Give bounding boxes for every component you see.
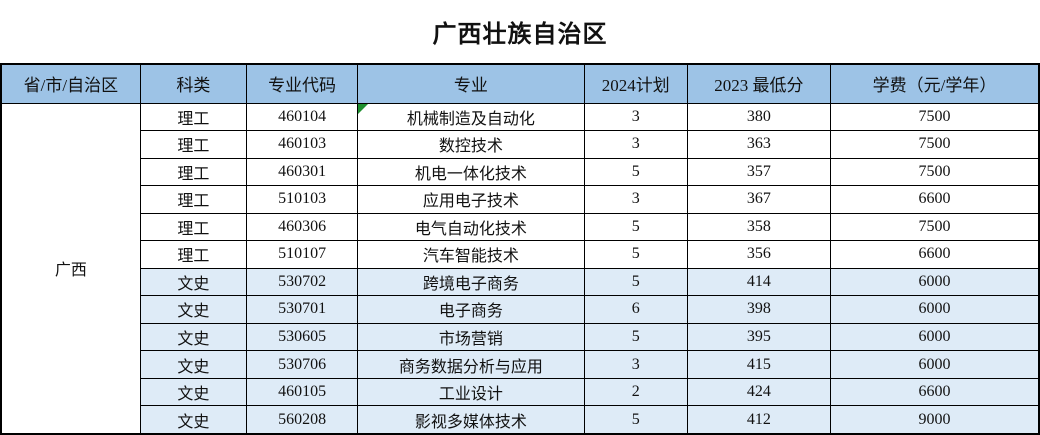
table-row: 广西 理工 460104 机械制造及自动化 3 380 7500 [0, 102, 1040, 435]
col-header-major: 专业 [357, 63, 585, 104]
tuition-cell: 6600 [830, 185, 1040, 214]
tuition-cell: 6600 [830, 240, 1040, 269]
plan-cell: 5 [583, 405, 688, 435]
major-cell: 影视多媒体技术 [357, 405, 585, 435]
major-cell: 机械制造及自动化 [357, 102, 585, 132]
min-score-cell: 367 [686, 185, 832, 214]
min-score-cell: 414 [686, 267, 832, 297]
table-row: 文史 530702 跨境电子商务 5 414 6000 [1, 267, 1040, 297]
category-cell: 理工 [139, 212, 247, 242]
plan-cell: 2 [583, 377, 688, 407]
col-header-category: 科类 [139, 63, 247, 104]
category-cell: 文史 [139, 405, 247, 435]
major-cell: 跨境电子商务 [357, 267, 585, 297]
category-cell: 理工 [139, 185, 247, 214]
tuition-cell: 6000 [830, 267, 1040, 297]
col-header-code: 专业代码 [245, 63, 359, 104]
table-row: 理工 510103 应用电子技术 3 367 6600 [1, 185, 1040, 214]
min-score-cell: 356 [686, 240, 832, 269]
major-text: 机械制造及自动化 [406, 110, 535, 128]
tuition-cell: 6000 [830, 350, 1040, 379]
major-cell: 电气自动化技术 [357, 212, 585, 242]
plan-cell: 5 [583, 157, 688, 187]
code-cell: 530702 [245, 267, 359, 297]
min-score-cell: 424 [686, 377, 832, 407]
major-cell: 工业设计 [357, 377, 585, 407]
plan-cell: 3 [583, 185, 688, 214]
min-score-cell: 358 [686, 212, 832, 242]
excel-flag-icon [358, 103, 369, 114]
major-cell: 数控技术 [357, 130, 585, 159]
table-row: 文史 530706 商务数据分析与应用 3 415 6000 [1, 350, 1040, 379]
code-cell: 460104 [245, 102, 359, 132]
code-cell: 530605 [245, 322, 359, 352]
plan-cell: 5 [583, 240, 688, 269]
min-score-cell: 357 [686, 157, 832, 187]
major-cell: 应用电子技术 [357, 185, 585, 214]
tuition-cell: 7500 [830, 212, 1040, 242]
code-cell: 530701 [245, 295, 359, 324]
category-cell: 理工 [139, 130, 247, 159]
code-cell: 560208 [245, 405, 359, 435]
code-cell: 510103 [245, 185, 359, 214]
col-header-region: 省/市/自治区 [0, 63, 141, 104]
min-score-cell: 398 [686, 295, 832, 324]
category-cell: 理工 [139, 240, 247, 269]
tuition-cell: 6600 [830, 377, 1040, 407]
tuition-cell: 6000 [830, 322, 1040, 352]
min-score-cell: 380 [686, 102, 832, 132]
table-row: 理工 460306 电气自动化技术 5 358 7500 [1, 212, 1040, 242]
region-cell: 广西 [0, 102, 141, 435]
tuition-cell: 7500 [830, 102, 1040, 132]
tuition-cell: 7500 [830, 130, 1040, 159]
min-score-cell: 395 [686, 322, 832, 352]
admissions-table: 省/市/自治区 科类 专业代码 专业 2024计划 2023 最低分 学费（元/… [0, 63, 1040, 435]
code-cell: 510107 [245, 240, 359, 269]
plan-cell: 3 [583, 350, 688, 379]
table-row: 文史 560208 影视多媒体技术 5 412 9000 [1, 405, 1040, 435]
plan-cell: 3 [583, 130, 688, 159]
code-cell: 460301 [245, 157, 359, 187]
table-row: 文史 530605 市场营销 5 395 6000 [1, 322, 1040, 352]
code-cell: 460306 [245, 212, 359, 242]
table-row: 文史 530701 电子商务 6 398 6000 [1, 295, 1040, 324]
tuition-cell: 6000 [830, 295, 1040, 324]
min-score-cell: 363 [686, 130, 832, 159]
plan-cell: 5 [583, 322, 688, 352]
major-cell: 电子商务 [357, 295, 585, 324]
plan-cell: 3 [583, 102, 688, 132]
plan-cell: 5 [583, 212, 688, 242]
category-cell: 文史 [139, 322, 247, 352]
table-row: 理工 460103 数控技术 3 363 7500 [1, 130, 1040, 159]
tuition-cell: 7500 [830, 157, 1040, 187]
code-cell: 460103 [245, 130, 359, 159]
major-cell: 汽车智能技术 [357, 240, 585, 269]
category-cell: 文史 [139, 267, 247, 297]
category-cell: 文史 [139, 377, 247, 407]
major-cell: 市场营销 [357, 322, 585, 352]
col-header-min-2023: 2023 最低分 [686, 63, 832, 104]
page-title: 广西壮族自治区 [432, 22, 608, 48]
code-cell: 530706 [245, 350, 359, 379]
table-row: 理工 510107 汽车智能技术 5 356 6600 [1, 240, 1040, 269]
category-cell: 文史 [139, 350, 247, 379]
min-score-cell: 412 [686, 405, 832, 435]
col-header-plan-2024: 2024计划 [583, 63, 688, 104]
category-cell: 理工 [139, 102, 247, 132]
col-header-tuition: 学费（元/学年） [830, 63, 1040, 104]
major-cell: 机电一体化技术 [357, 157, 585, 187]
major-cell: 商务数据分析与应用 [357, 350, 585, 379]
min-score-cell: 415 [686, 350, 832, 379]
header-row: 省/市/自治区 科类 专业代码 专业 2024计划 2023 最低分 学费（元/… [0, 63, 1040, 104]
category-cell: 理工 [139, 157, 247, 187]
category-cell: 文史 [139, 295, 247, 324]
plan-cell: 6 [583, 295, 688, 324]
code-cell: 460105 [245, 377, 359, 407]
tuition-cell: 9000 [830, 405, 1040, 435]
plan-cell: 5 [583, 267, 688, 297]
table-row: 文史 460105 工业设计 2 424 6600 [1, 377, 1040, 407]
table-row: 理工 460301 机电一体化技术 5 357 7500 [1, 157, 1040, 187]
